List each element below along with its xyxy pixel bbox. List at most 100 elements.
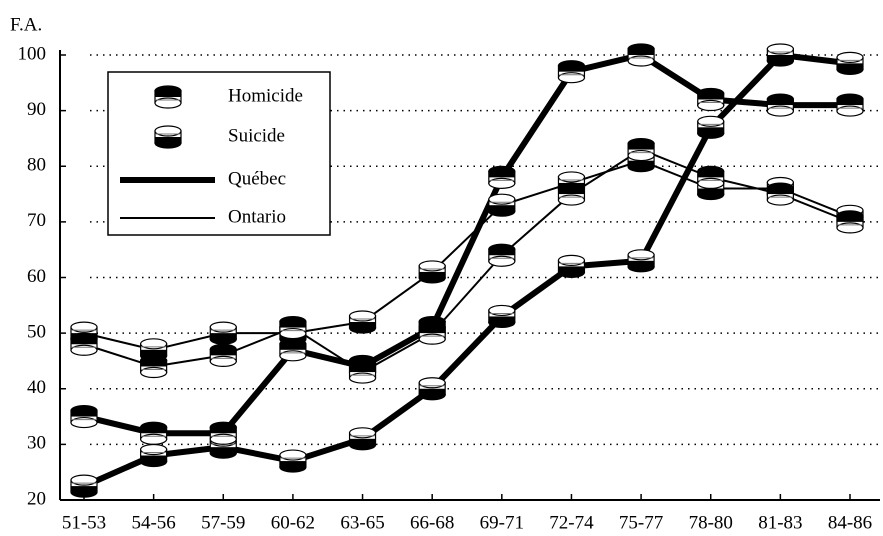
- marker-top: [697, 87, 725, 100]
- x-tick-label: 60-62: [271, 512, 315, 533]
- marker: [488, 243, 516, 267]
- marker: [209, 421, 237, 445]
- marker-bottom: [627, 161, 655, 173]
- marker: [154, 85, 182, 109]
- marker: [70, 332, 98, 356]
- x-tick-label: 78-80: [689, 512, 733, 533]
- marker-top: [70, 332, 98, 344]
- marker-bottom: [279, 461, 307, 473]
- marker: [627, 43, 655, 67]
- marker: [70, 404, 98, 429]
- marker-bottom: [348, 439, 377, 451]
- marker: [209, 321, 237, 345]
- marker-top: [488, 243, 516, 255]
- marker: [140, 443, 168, 468]
- marker-bottom: [488, 316, 516, 329]
- marker: [488, 193, 516, 217]
- marker-top: [348, 360, 377, 372]
- marker: [766, 182, 794, 206]
- marker: [836, 93, 864, 117]
- marker-top: [209, 421, 237, 433]
- marker-top: [766, 182, 794, 194]
- marker-bottom: [418, 272, 446, 284]
- marker: [418, 321, 446, 345]
- marker-top: [140, 354, 168, 367]
- marker-top: [627, 43, 655, 55]
- marker: [766, 43, 794, 67]
- marker-bottom: [697, 188, 725, 201]
- y-tick-label: 50: [27, 321, 46, 342]
- marker: [488, 304, 516, 329]
- marker-bottom: [209, 447, 237, 459]
- marker: [418, 377, 446, 401]
- x-tick-label: 51-53: [62, 512, 106, 533]
- y-tick-label: 20: [27, 488, 46, 509]
- y-tick-label: 100: [18, 43, 47, 64]
- y-tick-label: 80: [27, 155, 46, 176]
- marker: [279, 315, 307, 340]
- marker-top: [557, 60, 586, 72]
- y-tick-label: 70: [27, 210, 46, 231]
- marker: [697, 87, 725, 112]
- marker: [766, 93, 794, 117]
- y-tick-label: 40: [27, 377, 46, 398]
- marker: [557, 60, 586, 84]
- y-tick-label: 30: [27, 433, 46, 454]
- marker: [836, 51, 864, 75]
- y-axis-label: F.A.: [10, 14, 42, 35]
- x-tick-label: 75-77: [619, 512, 663, 533]
- marker-bottom: [70, 486, 98, 498]
- x-tick-label: 81-83: [758, 512, 802, 533]
- x-tick-label: 66-68: [410, 512, 454, 533]
- legend-box: [107, 71, 331, 236]
- legend-label: Suicide: [228, 125, 285, 146]
- marker: [279, 449, 307, 473]
- x-tick-label: 63-65: [340, 512, 384, 533]
- legend-label: Ontario: [228, 206, 286, 227]
- y-tick-label: 60: [27, 266, 46, 287]
- marker-bottom: [348, 322, 377, 334]
- marker-bottom: [154, 137, 182, 149]
- x-tick-label: 84-86: [828, 512, 872, 533]
- marker-bottom: [627, 261, 655, 273]
- legend-label: Québec: [228, 168, 286, 189]
- marker-top: [627, 137, 655, 150]
- marker: [418, 260, 446, 284]
- marker-bottom: [836, 63, 864, 75]
- marker-bottom: [140, 455, 168, 468]
- marker-top: [140, 421, 168, 433]
- marker-bottom: [418, 389, 446, 401]
- legend-label: Homicide: [228, 85, 303, 106]
- marker: [348, 310, 377, 334]
- marker-bottom: [488, 205, 516, 217]
- marker: [627, 249, 655, 273]
- marker-bottom: [209, 333, 237, 345]
- x-tick-label: 69-71: [480, 512, 524, 533]
- marker-bottom: [766, 55, 794, 67]
- marker-top: [766, 93, 794, 105]
- marker: [70, 474, 98, 498]
- marker: [140, 354, 168, 379]
- y-tick-label: 90: [27, 99, 46, 120]
- marker-top: [279, 315, 307, 328]
- x-tick-label: 54-56: [131, 512, 175, 533]
- marker: [348, 360, 377, 384]
- marker: [140, 421, 168, 445]
- marker-top: [557, 182, 586, 194]
- marker: [154, 125, 182, 149]
- marker: [488, 165, 516, 189]
- marker: [557, 182, 586, 206]
- marker: [557, 254, 586, 278]
- marker: [836, 210, 864, 234]
- marker: [209, 343, 237, 367]
- marker-top: [697, 165, 725, 177]
- marker: [697, 165, 725, 189]
- x-tick-label: 57-59: [201, 512, 245, 533]
- marker-bottom: [557, 266, 586, 278]
- marker-top: [836, 210, 864, 222]
- marker: [348, 427, 377, 451]
- marker: [697, 115, 725, 139]
- marker-top: [70, 404, 98, 417]
- marker-top: [836, 93, 864, 105]
